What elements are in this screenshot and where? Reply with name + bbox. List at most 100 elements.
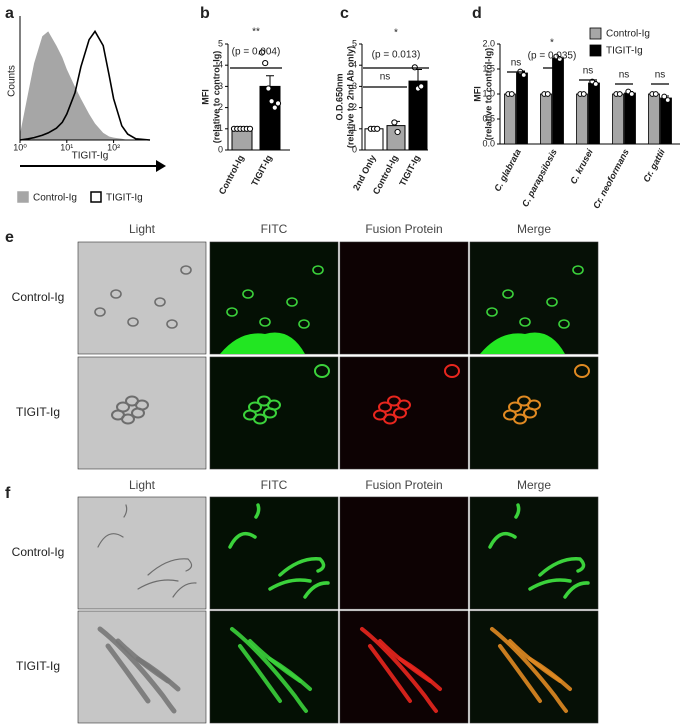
y-tick-label: 0 <box>218 144 223 154</box>
legend-swatch <box>589 44 602 57</box>
bar <box>259 85 281 151</box>
cell <box>259 317 271 327</box>
micrograph-bg <box>209 496 339 610</box>
x-tick-label: C. parapsilosis <box>520 147 559 208</box>
cell <box>572 265 584 275</box>
column-header: Fusion Protein <box>365 222 442 236</box>
micrograph <box>339 610 469 724</box>
x-tick-label: Control-Ig <box>217 153 246 196</box>
legend-label: TIGIT-Ig <box>606 46 643 57</box>
hypha <box>528 657 572 691</box>
p-value: (p = 0.035) <box>528 51 577 62</box>
micrograph <box>209 356 339 470</box>
micrograph-bg <box>209 610 339 724</box>
significance-label: ns <box>655 70 666 81</box>
data-point <box>274 100 282 107</box>
cell <box>243 409 257 421</box>
micrograph-bg <box>469 496 599 610</box>
cell-cluster <box>220 332 305 354</box>
legend-label: TIGIT-Ig <box>106 193 143 204</box>
p-value: (p = 0.013) <box>372 50 421 61</box>
hypha <box>538 557 586 577</box>
legend-label: Control-Ig <box>33 193 77 204</box>
micrograph <box>77 241 207 355</box>
cell <box>166 319 178 329</box>
bar <box>660 97 672 145</box>
panel-label: d <box>472 5 482 22</box>
cell <box>444 364 460 378</box>
bar <box>516 72 528 145</box>
y-tick-label: 0.5 <box>482 113 495 123</box>
micrograph <box>469 610 599 724</box>
cell <box>397 399 411 411</box>
y-tick-label: 4 <box>218 60 223 70</box>
hypha <box>278 557 326 577</box>
y-tick-label: 0 <box>352 144 357 154</box>
y-axis-label: O.D.650nm <box>334 73 344 120</box>
cell <box>502 289 514 299</box>
hypha <box>135 656 181 692</box>
bar <box>540 93 552 145</box>
hypha <box>268 657 312 691</box>
micrograph <box>77 356 207 470</box>
micrograph <box>209 610 339 724</box>
legend-label: Control-Ig <box>606 29 650 40</box>
hypha <box>147 558 193 576</box>
significance-label: ns <box>619 70 630 81</box>
y-tick-label: 2 <box>352 102 357 112</box>
y-tick-label: 3 <box>218 81 223 91</box>
cell <box>111 409 125 421</box>
micrograph <box>469 496 599 610</box>
data-point <box>271 104 278 111</box>
hypha <box>105 643 151 704</box>
panel-label: e <box>5 229 14 246</box>
data-point <box>262 59 269 67</box>
column-header: FITC <box>261 222 288 236</box>
panel-label: a <box>5 5 14 22</box>
panel-label: f <box>5 485 11 502</box>
column-header: Merge <box>517 222 551 236</box>
hypha <box>488 531 517 549</box>
y-tick-label: 1 <box>352 123 357 133</box>
cell <box>486 307 498 317</box>
micrograph <box>339 241 469 355</box>
x-tick-label: 10² <box>107 142 120 152</box>
x-tick-label: 10¹ <box>60 142 73 152</box>
cell-cluster <box>480 332 565 354</box>
y-axis-label: MFI <box>200 89 210 105</box>
cell <box>154 297 166 307</box>
micrograph-bg <box>469 356 599 470</box>
y-axis-label: (relative to control-Ig) <box>483 48 493 141</box>
row-label: Control-Ig <box>12 545 65 559</box>
x-tick-label: C. krusei <box>568 147 595 186</box>
hypha <box>563 581 590 599</box>
data-point <box>580 91 587 97</box>
row-label: Control-Ig <box>12 290 65 304</box>
row-label: TIGIT-Ig <box>16 659 60 673</box>
significance-label: * <box>394 28 398 39</box>
hypha <box>360 627 438 713</box>
cell <box>226 307 238 317</box>
micrograph-bg <box>209 356 339 470</box>
micrograph <box>209 496 339 610</box>
x-tick-label: 10⁰ <box>13 142 27 152</box>
data-point <box>616 91 623 97</box>
data-point <box>652 91 659 97</box>
error-bar <box>266 75 274 87</box>
data-point <box>411 64 418 71</box>
hypha <box>268 578 312 591</box>
cell <box>519 317 531 327</box>
cell <box>267 399 281 411</box>
y-tick-label: 1.5 <box>482 63 495 73</box>
micrograph <box>77 610 207 724</box>
y-tick-label: 3 <box>352 81 357 91</box>
bar <box>648 93 660 145</box>
hypha <box>254 503 261 519</box>
x-tick-label: Cr. gattii <box>641 147 667 184</box>
micrograph <box>339 496 469 610</box>
cell <box>574 364 590 378</box>
hypha <box>528 578 572 591</box>
legend-swatch <box>589 27 602 40</box>
cell <box>546 297 558 307</box>
